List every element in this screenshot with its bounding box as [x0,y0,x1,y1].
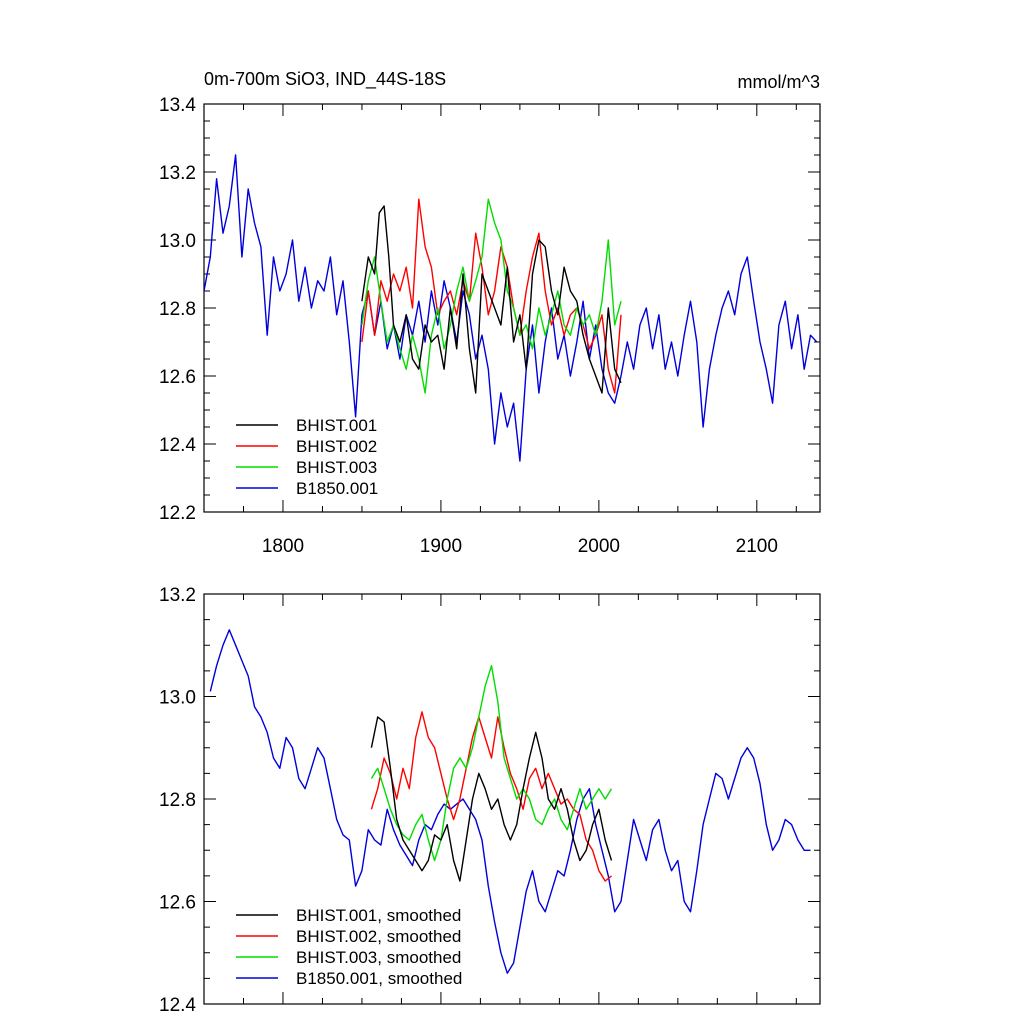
legend-label: B1850.001, smoothed [296,969,462,988]
x-tick-label: 1800 [262,536,304,557]
y-tick-label: 13.4 [159,95,196,116]
series-line-bhist-002 [370,711,612,882]
legend-label: BHIST.001 [296,416,377,435]
legend-label: BHIST.002, smoothed [296,927,461,946]
units-label: mmol/m^3 [738,72,820,92]
legend-label: BHIST.001, smoothed [296,906,461,925]
y-tick-label: 12.4 [159,995,196,1016]
y-tick-label: 12.6 [159,893,196,914]
y-tick-label: 13.0 [159,231,196,252]
bottom-panel: 12.4 12.6 12.8 13.0 13.2 BHIST.001, smoothed B… [159,585,821,1016]
x-tick-label: 2000 [578,536,620,557]
legend-label: B1850.001 [296,479,378,498]
x-tick-label: 2100 [736,536,778,557]
chart-title: 0m-700m SiO3, IND_44S-18S [204,69,446,90]
legend-label: BHIST.003, smoothed [296,948,461,967]
series-line-b1850-001 [204,154,818,462]
y-tick-label: 12.8 [159,299,196,320]
series-line-b1850-001 [209,629,811,974]
series-line-bhist-002 [361,198,622,394]
y-tick-label: 13.0 [159,688,196,709]
legend-label: BHIST.002 [296,437,377,456]
top-panel: 0m-700m SiO3, IND_44S-18S mmol/m^3 12.2 1… [159,69,821,557]
x-tick-label: 1900 [420,536,462,557]
series-line-bhist-003 [361,198,622,394]
y-tick-label: 12.6 [159,367,196,388]
y-tick-label: 12.8 [159,790,196,811]
y-tick-label: 12.4 [159,435,196,456]
series-line-bhist-003 [370,665,613,862]
y-tick-label: 13.2 [159,585,196,606]
y-tick-label: 12.2 [159,503,196,524]
series-line-bhist-001 [370,716,613,882]
legend-label: BHIST.003 [296,458,377,477]
y-tick-label: 13.2 [159,163,196,184]
series-line-bhist-001 [361,205,622,394]
